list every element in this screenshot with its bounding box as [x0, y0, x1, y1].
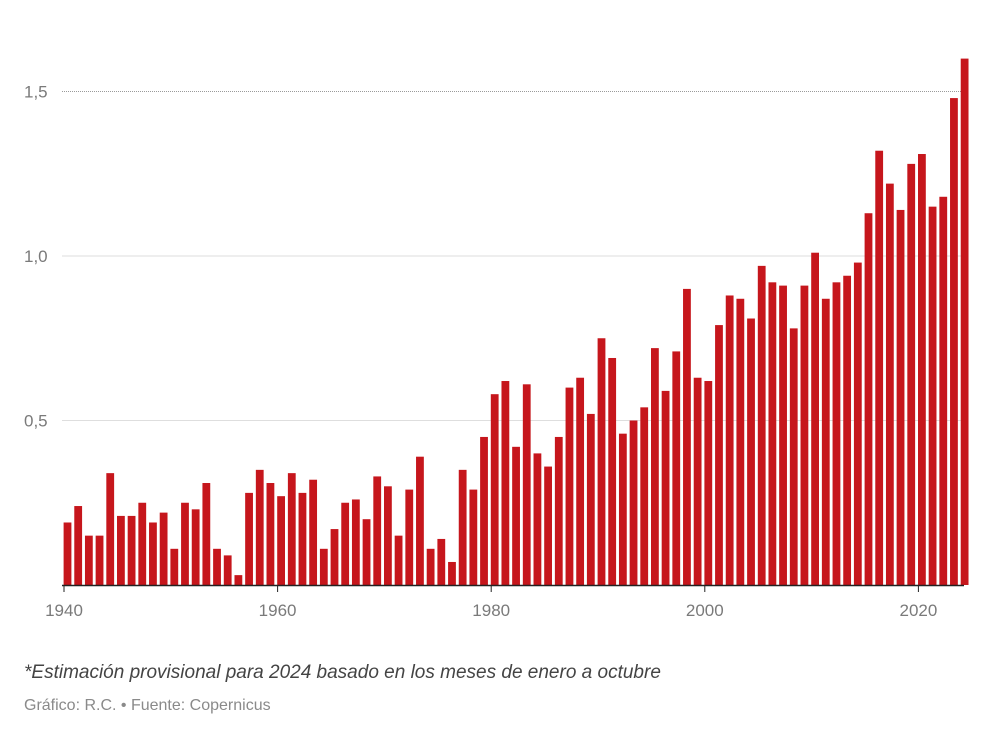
- x-tick-label: 1940: [45, 601, 83, 620]
- bar-2018: [896, 209, 905, 585]
- bar-1982: [512, 446, 520, 585]
- bar-2022: [939, 196, 948, 585]
- bar-1955: [223, 555, 232, 585]
- bar-1978: [469, 489, 478, 585]
- bar-1974: [426, 548, 435, 585]
- bar-1958: [255, 469, 264, 585]
- bar-1942: [84, 535, 93, 585]
- x-tick-label: 2000: [686, 601, 724, 620]
- bar-2001: [715, 325, 723, 585]
- bar-1940: [63, 522, 72, 585]
- axes: 1940 1960 1980 2000 2020: [45, 584, 964, 620]
- bar-1981: [501, 381, 510, 585]
- bar-1993: [629, 420, 638, 585]
- bar-2004: [747, 318, 755, 585]
- bar-1968: [362, 519, 371, 585]
- bar-1983: [522, 384, 531, 585]
- y-tick-label: 0,5: [24, 412, 48, 431]
- bar-1997: [672, 351, 681, 585]
- bar-1947: [138, 502, 147, 585]
- bar-1975: [437, 538, 446, 585]
- bar-1948: [149, 522, 157, 585]
- bar-1961: [287, 473, 296, 585]
- bar-2003: [736, 298, 745, 585]
- bar-chart: 0,5 1,0 1,5 1940 1960 1980 2000 2020: [24, 58, 969, 620]
- bar-1977: [458, 469, 467, 585]
- bar-1945: [117, 515, 125, 585]
- bar-2011: [821, 298, 830, 585]
- bar-1963: [309, 479, 318, 585]
- bar-1996: [661, 390, 670, 585]
- bar-1995: [651, 348, 659, 585]
- bar-1990: [597, 338, 606, 585]
- bar-1966: [341, 502, 350, 585]
- bar-1971: [394, 535, 403, 585]
- bar-2005: [757, 265, 766, 585]
- bar-1969: [373, 476, 382, 585]
- bar-1989: [586, 413, 595, 585]
- bar-1972: [405, 489, 414, 585]
- bar-1953: [202, 483, 211, 585]
- bar-1979: [480, 436, 488, 585]
- bar-2010: [811, 252, 819, 585]
- bar-1956: [234, 575, 243, 585]
- bar-1950: [170, 548, 179, 585]
- bar-2014: [853, 262, 862, 585]
- bars: [63, 58, 969, 586]
- bar-2006: [768, 282, 777, 585]
- x-tick-label: 1960: [259, 601, 297, 620]
- bar-2007: [779, 285, 787, 585]
- bar-2002: [725, 295, 734, 585]
- bar-1951: [181, 502, 189, 585]
- bar-1960: [277, 496, 285, 585]
- bar-1941: [74, 506, 83, 585]
- bar-1962: [298, 492, 307, 585]
- bar-1984: [533, 453, 542, 585]
- bar-1949: [159, 512, 168, 585]
- bar-1988: [576, 377, 585, 585]
- bar-2009: [800, 285, 809, 585]
- footnote: *Estimación provisional para 2024 basado…: [24, 662, 661, 683]
- bar-1965: [330, 529, 339, 585]
- y-tick-label: 1,5: [24, 83, 48, 102]
- bar-1944: [106, 473, 115, 585]
- bar-2021: [928, 206, 937, 585]
- bar-1943: [95, 535, 104, 585]
- bar-2012: [832, 282, 841, 585]
- bar-1946: [127, 515, 136, 585]
- bar-1957: [245, 492, 253, 585]
- x-tick-label: 1980: [472, 601, 510, 620]
- bar-2019: [907, 163, 916, 585]
- bar-2020: [918, 154, 926, 585]
- bar-2016: [875, 150, 884, 585]
- bar-1964: [319, 548, 328, 585]
- bar-2000: [704, 381, 713, 585]
- bar-1998: [683, 288, 691, 585]
- x-tick-label: 2020: [899, 601, 937, 620]
- bar-2008: [789, 328, 798, 585]
- bar-2017: [885, 183, 894, 585]
- bar-1959: [266, 483, 275, 585]
- bar-1976: [448, 561, 456, 585]
- bar-1973: [416, 456, 424, 585]
- bar-1970: [384, 486, 392, 585]
- bar-2023: [950, 98, 958, 585]
- bar-1967: [351, 499, 360, 585]
- bar-1994: [640, 407, 649, 585]
- bar-1986: [554, 436, 563, 585]
- source-credit: Gráfico: R.C. • Fuente: Copernicus: [24, 697, 271, 714]
- bar-1980: [490, 394, 499, 585]
- bar-1991: [608, 357, 617, 585]
- bar-1954: [213, 548, 221, 585]
- bar-2015: [864, 213, 873, 586]
- y-tick-label: 1,0: [24, 247, 48, 266]
- bar-1999: [693, 377, 702, 585]
- bar-1987: [565, 387, 574, 585]
- bar-1992: [618, 433, 627, 585]
- bar-1952: [191, 509, 200, 585]
- bar-2013: [843, 275, 852, 585]
- bar-2024: [960, 58, 969, 586]
- bar-1985: [544, 466, 552, 585]
